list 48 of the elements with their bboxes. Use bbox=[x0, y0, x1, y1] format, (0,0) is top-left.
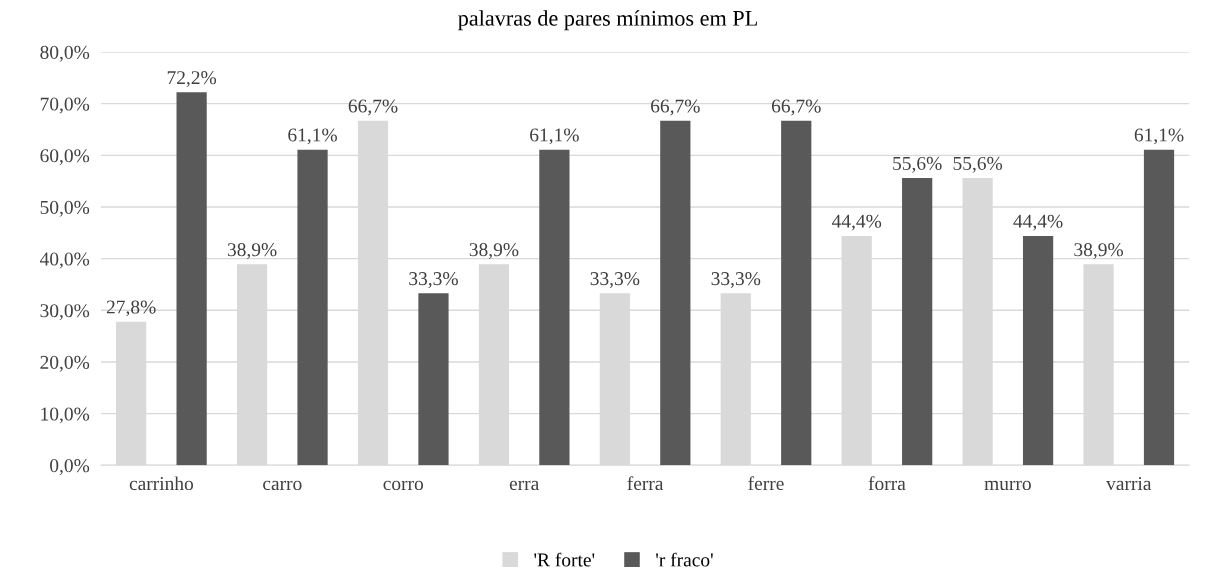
data-label: 61,1% bbox=[288, 128, 337, 145]
data-label: 55,6% bbox=[953, 156, 1003, 173]
data-label: 66,7% bbox=[651, 99, 700, 116]
data-label: 66,7% bbox=[771, 99, 821, 116]
x-tick-label: carro bbox=[263, 480, 302, 491]
legend-label: 'R forte' bbox=[534, 552, 595, 567]
data-label: 72,2% bbox=[167, 71, 217, 87]
y-tick-label: 80,0% bbox=[40, 45, 90, 62]
y-tick-label: 40,0% bbox=[39, 252, 90, 269]
data-label: 38,9% bbox=[469, 243, 519, 260]
data-label: 61,1% bbox=[530, 128, 579, 145]
data-label: 33,3% bbox=[711, 272, 761, 288]
bar bbox=[1143, 149, 1175, 466]
x-tick-label: ferre bbox=[748, 476, 784, 491]
bar bbox=[539, 149, 570, 466]
bar bbox=[176, 92, 207, 466]
bar bbox=[1022, 235, 1054, 466]
bar bbox=[902, 178, 933, 466]
y-tick-label: 0,0% bbox=[50, 459, 90, 476]
x-tick-label: forra bbox=[868, 476, 906, 491]
x-tick-label: murro bbox=[984, 480, 1031, 491]
data-label: 55,6% bbox=[893, 156, 942, 173]
x-tick-label: erra bbox=[509, 480, 539, 491]
data-label: 61,1% bbox=[1134, 128, 1184, 145]
data-label: 38,9% bbox=[227, 243, 277, 260]
data-label: 44,4% bbox=[831, 214, 882, 231]
x-tick-label: varria bbox=[1106, 477, 1152, 491]
data-label: 66,7% bbox=[348, 99, 398, 116]
x-tick-label: corro bbox=[383, 480, 424, 491]
x-tick-label: ferra bbox=[627, 476, 664, 491]
data-label: 44,4% bbox=[1013, 214, 1063, 231]
y-tick-label: 60,0% bbox=[40, 149, 90, 166]
legend-label: 'r fraco' bbox=[656, 552, 713, 567]
bar bbox=[418, 293, 449, 466]
y-tick-label: 50,0% bbox=[40, 200, 90, 217]
bar bbox=[297, 149, 328, 466]
y-tick-label: 30,0% bbox=[40, 304, 90, 321]
bar bbox=[781, 120, 812, 466]
y-tick-label: 10,0% bbox=[41, 407, 90, 424]
data-label: 38,9% bbox=[1074, 243, 1123, 260]
bar bbox=[660, 120, 691, 466]
x-tick-label: carrinho bbox=[129, 476, 194, 491]
chart-title: palavras de pares mínimos em PL bbox=[458, 10, 757, 31]
y-tick-label: 70,0% bbox=[40, 97, 90, 114]
data-label: 33,3% bbox=[409, 272, 458, 288]
data-label: 33,3% bbox=[590, 272, 640, 288]
data-label: 27,8% bbox=[106, 300, 156, 317]
y-tick-label: 20,0% bbox=[40, 355, 90, 372]
